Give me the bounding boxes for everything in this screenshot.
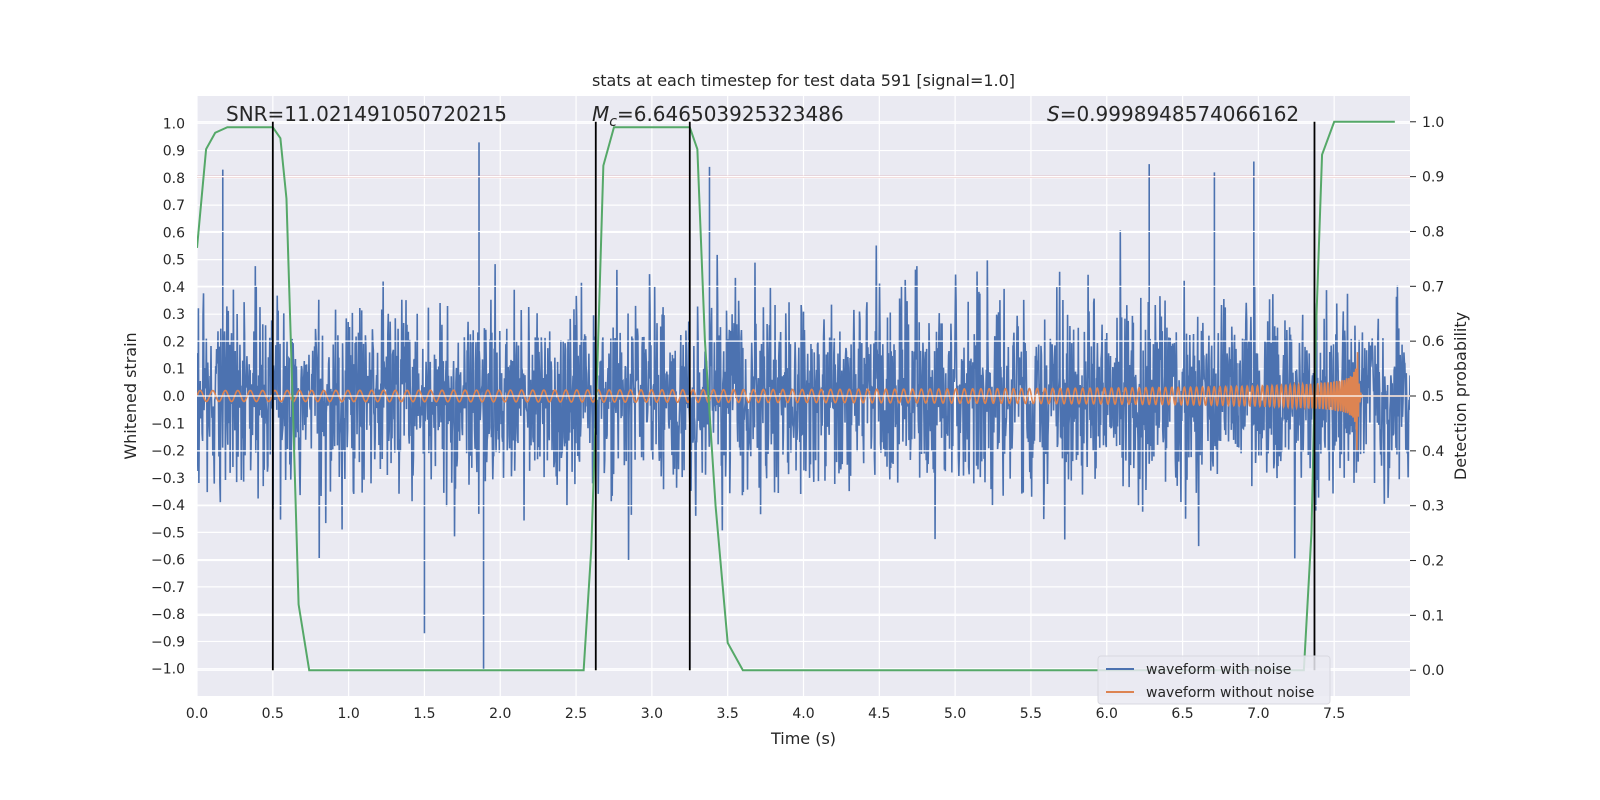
- y2-tick-label: 0.4: [1422, 444, 1444, 460]
- snr-annotation: SNR=11.021491050720215: [226, 102, 507, 126]
- x-tick-label: 3.0: [641, 706, 663, 722]
- y2-tick-label: 0.8: [1422, 224, 1444, 240]
- x-tick-label: 2.0: [489, 706, 511, 722]
- y-tick-label: 0.3: [163, 307, 185, 323]
- y-tick-label: −0.4: [151, 498, 185, 514]
- y2-tick-label: 0.0: [1422, 663, 1444, 679]
- x-tick-label: 6.5: [1171, 706, 1193, 722]
- y-tick-label: 1.0: [163, 116, 185, 132]
- y2-tick-label: 0.3: [1422, 499, 1444, 515]
- y-tick-label: 0.9: [163, 144, 185, 160]
- x-tick-label: 7.0: [1247, 706, 1269, 722]
- score-annotation: S=0.9998948574066162: [1047, 102, 1299, 126]
- y2-tick-label: 1.0: [1422, 115, 1444, 131]
- legend-box: [1097, 655, 1331, 705]
- y-tick-label: 0.6: [163, 225, 185, 241]
- score-symbol: S: [1047, 102, 1060, 126]
- x-tick-label: 5.5: [1020, 706, 1042, 722]
- y2-axis: 1.0 0.9 0.8 0.7 0.6 0.5 0.4 0.3 0.2 0.1 0.0: [1410, 115, 1444, 679]
- y-tick-label: 0.2: [163, 334, 185, 350]
- y-axis-label: Whitened strain: [121, 332, 140, 459]
- chirp-mass-symbol: M: [592, 102, 609, 126]
- x-tick-label: 0.5: [262, 706, 284, 722]
- y2-tick-label: 0.2: [1422, 554, 1444, 570]
- y2-axis-label: Detection probability: [1451, 312, 1470, 480]
- y-tick-label: 0.7: [163, 198, 185, 214]
- chirp-mass-subscript: c: [609, 114, 617, 130]
- y2-tick-label: 0.6: [1422, 334, 1444, 350]
- x-tick-label: 4.5: [868, 706, 890, 722]
- y2-tick-label: 0.7: [1422, 279, 1444, 295]
- score-value: =0.9998948574066162: [1060, 102, 1299, 126]
- clean-waveform-line: [197, 352, 1410, 451]
- x-tick-label: 4.0: [792, 706, 814, 722]
- y2-tick-label: 0.1: [1422, 608, 1444, 624]
- y-tick-label: −0.6: [151, 553, 185, 569]
- x-tick-label: 3.5: [717, 706, 739, 722]
- y-tick-label: 0.5: [163, 253, 185, 269]
- legend-label-clean: waveform without noise: [1146, 685, 1314, 701]
- y-tick-label: −0.1: [151, 416, 185, 432]
- y-tick-label: −0.8: [151, 607, 185, 623]
- noisy-waveform-line: [197, 142, 1410, 669]
- legend-label-noise: waveform with noise: [1146, 662, 1291, 678]
- chirp-mass-annotation: Mc=6.646503925323486: [592, 102, 844, 130]
- y-tick-label: 0.0: [163, 389, 185, 405]
- y-tick-label: −0.5: [151, 525, 185, 541]
- legend: waveform with noise waveform without noi…: [1097, 655, 1331, 705]
- x-tick-label: 5.0: [944, 706, 966, 722]
- x-axis-label: Time (s): [770, 729, 836, 748]
- x-axis: 0.0 0.5 1.0 1.5 2.0 2.5 3.0 3.5 4.0 4.5 5.0 5.5 6.0 6…: [186, 706, 1345, 722]
- y2-tick-label: 0.9: [1422, 170, 1444, 186]
- y-tick-label: −0.7: [151, 580, 185, 596]
- x-tick-label: 7.5: [1323, 706, 1345, 722]
- y-tick-label: −0.2: [151, 444, 185, 460]
- x-tick-label: 2.5: [565, 706, 587, 722]
- x-tick-label: 1.5: [413, 706, 435, 722]
- y-tick-label: −1.0: [151, 662, 185, 678]
- y-tick-label: 0.1: [163, 362, 185, 378]
- y-tick-label: 0.8: [163, 171, 185, 187]
- x-tick-label: 0.0: [186, 706, 208, 722]
- chart-title: stats at each timestep for test data 591…: [592, 71, 1015, 90]
- x-tick-label: 6.0: [1096, 706, 1118, 722]
- y-tick-label: 0.4: [163, 280, 185, 296]
- y-axis: 1.0 0.9 0.8 0.7 0.6 0.5 0.4 0.3 0.2 0.1 0.0 −0.1 −0.…: [151, 116, 185, 677]
- y-tick-label: −0.9: [151, 634, 185, 650]
- chirp-mass-value: =6.646503925323486: [617, 102, 844, 126]
- y2-tick-label: 0.5: [1422, 389, 1444, 405]
- x-tick-label: 1.0: [337, 706, 359, 722]
- y-tick-label: −0.3: [151, 471, 185, 487]
